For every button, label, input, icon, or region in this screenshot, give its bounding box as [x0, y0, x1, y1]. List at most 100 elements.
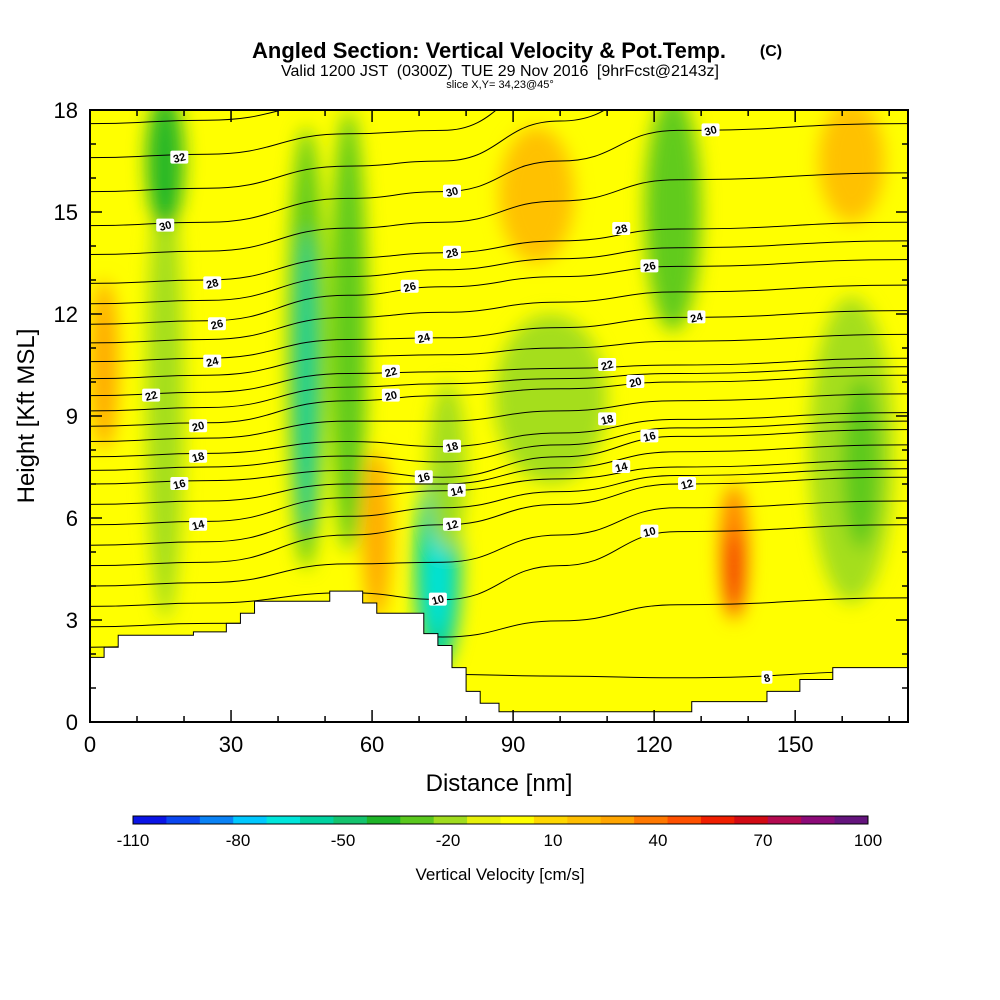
colorbar-swatch	[801, 816, 836, 824]
colorbar-swatch	[667, 816, 702, 824]
isentrope-23	[90, 333, 908, 380]
x-tick-label: 120	[636, 732, 673, 757]
contour-label-text: 8	[763, 672, 772, 685]
contour-label-box	[189, 449, 208, 463]
contour-label-box	[447, 483, 466, 497]
contour-label-16: 16	[640, 429, 659, 445]
colorbar-swatch	[734, 816, 769, 824]
contour-label-26: 26	[207, 317, 226, 333]
subtitle-forecast: [9hrFcst@2143z]	[597, 63, 719, 80]
contour-label-14: 14	[189, 517, 208, 533]
x-tick-label: 90	[501, 732, 525, 757]
contour-label-text: 26	[642, 260, 657, 275]
contour-label-box	[381, 364, 400, 378]
contour-label-text: 32	[172, 151, 187, 166]
contour-label-20: 20	[626, 375, 645, 391]
contour-label-box	[687, 310, 706, 324]
contour-label-box	[612, 460, 631, 473]
contour-label-box	[400, 279, 419, 293]
contour-labels: 32 30 28 26 24 22 20 18 16 14 30 28 26 24 22 20 18 16 14 12…	[142, 123, 773, 685]
isentrope-31	[90, 110, 606, 193]
colorbar-label: Vertical Velocity [cm/s]	[415, 865, 584, 884]
contour-label-text: 24	[689, 311, 705, 326]
y-tick-label: 6	[66, 506, 78, 531]
contour-label-box	[428, 592, 447, 606]
contour-label-28: 28	[442, 245, 461, 261]
terrain-profile	[90, 590, 908, 722]
subtitle-utc: (0300Z)	[397, 63, 453, 80]
contour-label-box	[640, 429, 659, 443]
contour-label-box	[598, 412, 617, 426]
contour-label-box	[678, 477, 697, 490]
colorbar-swatch	[333, 816, 368, 824]
y-tick-label: 3	[66, 608, 78, 633]
contour-label-text: 10	[431, 593, 446, 608]
colorbar-swatch	[767, 816, 802, 824]
isentrope-9	[90, 597, 908, 638]
y-tick-label: 15	[54, 200, 78, 225]
contour-label-box	[626, 375, 645, 388]
contour-label-box	[170, 477, 189, 490]
colorbar-swatch	[166, 816, 201, 824]
isentrope-32	[90, 110, 497, 159]
contour-label-30: 30	[156, 218, 175, 234]
contour-label-text: 20	[384, 389, 399, 404]
isentrope-25	[90, 284, 908, 344]
y-tick-label: 18	[54, 98, 78, 123]
contour-label-32: 32	[170, 150, 189, 166]
colorbar-tick-label: 70	[754, 831, 773, 850]
contour-label-text: 30	[703, 124, 718, 139]
contour-label-28: 28	[612, 222, 631, 237]
contour-label-text: 28	[445, 246, 460, 261]
contour-label-text: 20	[628, 376, 643, 391]
contour-label-22: 22	[142, 388, 161, 404]
colorbar-swatch	[600, 816, 635, 824]
x-tick-label: 60	[360, 732, 384, 757]
contour-label-10: 10	[640, 524, 659, 540]
isentrope-19	[90, 393, 908, 442]
colorbar-tick-label: 100	[854, 831, 882, 850]
colorbar-swatch	[199, 816, 234, 824]
colorbar-swatch	[433, 816, 468, 824]
contour-label-16: 16	[414, 470, 433, 486]
contour-label-box	[640, 524, 659, 538]
velocity-cell-9	[644, 110, 702, 331]
contour-label-text: 18	[191, 450, 206, 465]
contour-label-24: 24	[203, 354, 222, 370]
colorbar-swatch	[467, 816, 501, 824]
velocity-cell-15	[727, 531, 742, 614]
terrain	[90, 590, 908, 722]
colorbar-swatch	[567, 816, 602, 824]
velocity-cell-16	[499, 127, 575, 263]
contour-label-text: 22	[384, 365, 399, 380]
isentrope-17	[90, 420, 908, 471]
contour-label-30: 30	[442, 184, 461, 200]
colorbar-tick-label: -20	[436, 831, 461, 850]
contour-label-text: 28	[205, 277, 220, 292]
contour-label-text: 18	[600, 413, 615, 428]
contour-label-text: 16	[642, 430, 657, 445]
colorbar-swatch	[533, 816, 568, 824]
contour-label-box	[203, 354, 222, 368]
contour-label-text: 24	[417, 331, 433, 346]
contour-label-20: 20	[381, 388, 400, 404]
isentrope-20	[90, 374, 908, 427]
colorbar-swatch	[366, 816, 401, 824]
contour-label-text: 30	[445, 185, 460, 200]
velocity-cell-13	[362, 450, 391, 620]
colorbar-tick-label: -80	[226, 831, 251, 850]
x-tick-label: 0	[84, 732, 96, 757]
velocity-cell-4	[329, 110, 368, 552]
contour-label-text: 16	[417, 471, 432, 486]
contour-label-box	[414, 470, 433, 484]
contour-label-box	[640, 259, 659, 273]
contour-label-24: 24	[414, 330, 433, 346]
isentrope-16	[90, 429, 908, 485]
velocity-cell-3	[296, 229, 316, 535]
chart-title: Angled Section: Vertical Velocity & Pot.…	[252, 38, 726, 63]
contour-label-box	[598, 358, 617, 371]
contour-label-18: 18	[598, 412, 617, 428]
isentrope-22	[90, 357, 908, 397]
contour-label-box	[761, 670, 773, 684]
velocity-cell-7	[428, 382, 467, 552]
